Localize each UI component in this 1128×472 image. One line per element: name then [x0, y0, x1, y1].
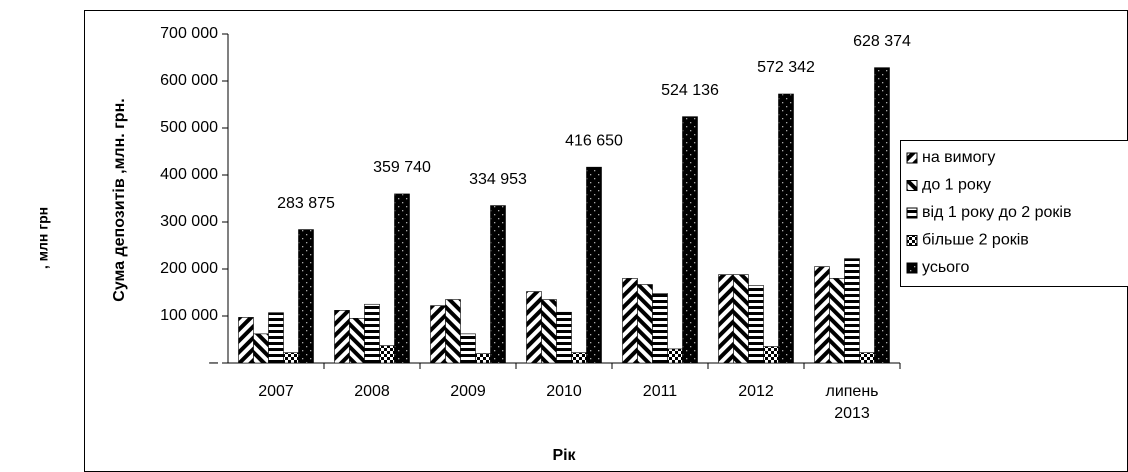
bar	[349, 318, 365, 364]
value-label: 283 875	[277, 195, 335, 212]
bar	[571, 352, 587, 364]
y-tick-label: 100 000	[160, 307, 218, 324]
x-tick-label: 2010	[546, 383, 582, 400]
bar	[763, 346, 779, 364]
bar	[238, 317, 254, 364]
legend-swatch	[906, 152, 918, 164]
bar	[334, 310, 350, 364]
bar	[622, 278, 638, 364]
y-tick-label: 200 000	[160, 260, 218, 277]
bar	[430, 305, 446, 364]
bar	[844, 258, 860, 364]
bar	[445, 299, 461, 364]
side-label: , млн грн	[35, 207, 51, 269]
bar	[490, 205, 506, 364]
bar	[748, 285, 764, 364]
legend-label: більше 2 років	[922, 232, 1029, 249]
bar	[814, 266, 830, 364]
legend-label: усього	[922, 259, 970, 276]
x-tick-label: 2009	[450, 383, 486, 400]
bar	[379, 345, 395, 364]
bar	[526, 291, 542, 364]
value-label: 524 136	[661, 82, 719, 99]
bar	[667, 348, 683, 364]
y-tick-label: –	[209, 354, 218, 371]
legend-swatch	[906, 180, 918, 191]
bar	[394, 193, 410, 364]
bar	[874, 67, 890, 364]
value-label: 416 650	[565, 132, 623, 149]
y-tick-label: 700 000	[160, 25, 218, 42]
bar	[682, 116, 698, 364]
bar	[652, 293, 668, 364]
value-label: 572 342	[757, 59, 815, 76]
legend-label: на вимогу	[922, 149, 995, 166]
x-tick-label: 2012	[738, 383, 774, 400]
bar	[475, 353, 491, 364]
legend-swatch	[906, 235, 918, 246]
bar	[859, 352, 875, 364]
y-tick-label: 600 000	[160, 72, 218, 89]
bar	[283, 352, 299, 364]
x-tick-label: 2011	[642, 383, 678, 400]
bar	[541, 299, 557, 364]
y-axis-title: Сума депозитів ,млн. грн.	[111, 98, 128, 301]
y-tick-label: 400 000	[160, 166, 218, 183]
legend-swatch	[906, 262, 918, 274]
bar	[460, 333, 476, 364]
bar	[253, 333, 269, 364]
bar	[637, 284, 653, 364]
bar	[718, 274, 734, 364]
x-tick-label: 2008	[354, 383, 390, 400]
x-axis-title: Рік	[552, 447, 576, 464]
bar	[586, 166, 602, 364]
legend-box	[900, 140, 1128, 287]
legend-label: від 1 року до 2 років	[922, 204, 1071, 221]
bar	[556, 311, 572, 364]
x-tick-label: 2007	[258, 383, 294, 400]
value-label: 359 740	[373, 159, 431, 176]
bar	[364, 303, 380, 364]
legend-label: до 1 року	[922, 177, 991, 194]
x-tick-label: липень 2013	[825, 383, 879, 422]
legend-swatch	[906, 207, 918, 219]
bar	[733, 274, 749, 364]
bar	[778, 93, 794, 364]
y-tick-label: 500 000	[160, 119, 218, 136]
bar	[298, 229, 314, 364]
value-label: 334 953	[469, 171, 527, 188]
bar	[829, 278, 845, 364]
y-tick-label: 300 000	[160, 213, 218, 230]
bar	[268, 312, 284, 364]
value-label: 628 374	[853, 33, 911, 50]
